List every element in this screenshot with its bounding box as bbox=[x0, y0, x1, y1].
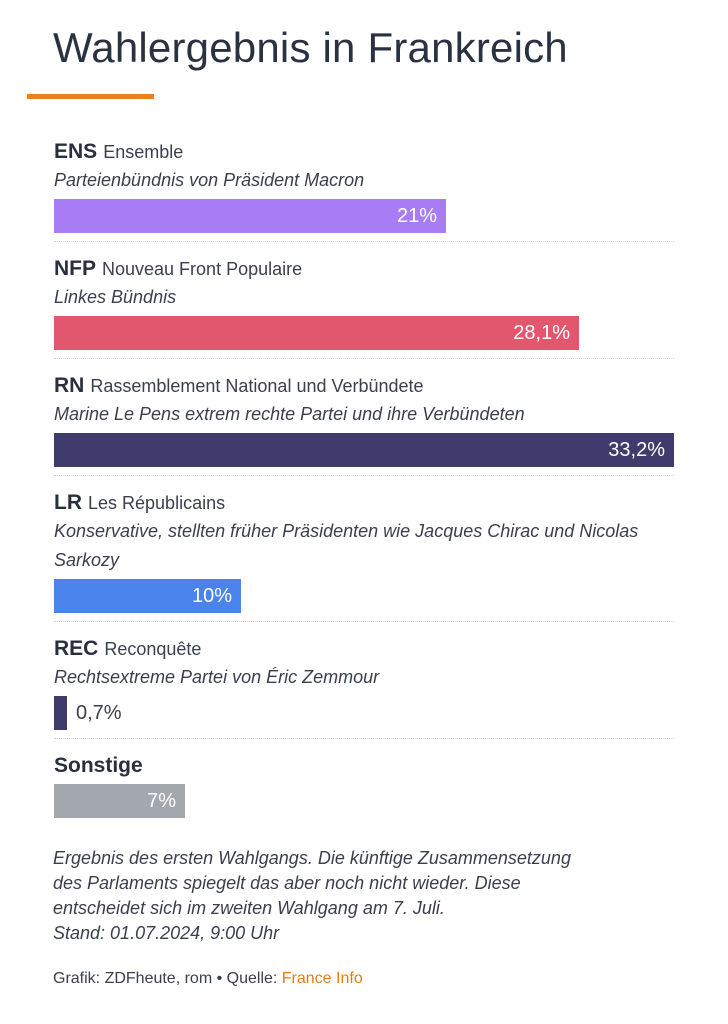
title-accent-rule bbox=[27, 94, 154, 99]
party-name: Ensemble bbox=[103, 142, 184, 162]
bar-track: 7% bbox=[54, 784, 674, 818]
party-description: Linkes Bündnis bbox=[54, 287, 177, 307]
note-line: entscheidet sich im zweiten Wahlgang am … bbox=[53, 898, 445, 918]
bar-rn bbox=[54, 433, 674, 467]
bar-value-label: 21% bbox=[396, 205, 437, 227]
party-abbreviation: LR bbox=[54, 491, 82, 514]
party-row-sonstige: Sonstige 7% bbox=[54, 752, 674, 818]
row-divider bbox=[54, 358, 674, 360]
bar-value-label: 28,1% bbox=[513, 322, 570, 344]
row-divider bbox=[54, 738, 674, 740]
party-heading: ENS Ensemble bbox=[54, 138, 674, 166]
bar-track: 28,1% bbox=[54, 316, 674, 350]
party-abbreviation: RN bbox=[54, 374, 85, 397]
bar-chart: ENS Ensemble Parteienbündnis von Präsident… bbox=[54, 138, 674, 818]
bar-track: 10% bbox=[54, 579, 674, 613]
note-line: Ergebnis des ersten Wahlgangs. Die künft… bbox=[53, 848, 571, 868]
party-name: Les Républicains bbox=[88, 493, 226, 513]
bar-value-label: 33,2% bbox=[608, 439, 665, 461]
bar-lr bbox=[54, 579, 241, 613]
party-description: Konservative, stellten früher Präsidente… bbox=[54, 521, 639, 570]
party-row-rec: REC Reconquête Rechtsextreme Partei von Ér… bbox=[54, 635, 674, 740]
party-row-lr: LR Les Républicains Konservative, stellten… bbox=[54, 489, 674, 623]
party-row-nfp: NFP Nouveau Front Populaire Linkes Bündnis… bbox=[54, 255, 674, 360]
chart-note: Ergebnis des ersten Wahlgangs. Die künft… bbox=[53, 846, 683, 946]
party-description: Marine Le Pens extrem rechte Partei und … bbox=[54, 404, 525, 424]
party-name: Reconquête bbox=[104, 639, 202, 659]
chart-title: Wahlergebnis in Frankreich bbox=[53, 24, 568, 71]
party-abbreviation: ENS bbox=[54, 140, 98, 163]
party-description: Parteienbündnis von Präsident Macron bbox=[54, 170, 365, 190]
bar-value-label: 0,7% bbox=[76, 702, 122, 724]
bar-nfp bbox=[54, 316, 579, 350]
bar-track: 33,2% bbox=[54, 433, 674, 467]
party-row-ens: ENS Ensemble Parteienbündnis von Präsident… bbox=[54, 138, 674, 243]
credit-line: Grafik: ZDFheute, rom • Quelle: France I… bbox=[53, 970, 363, 988]
party-abbreviation: Sonstige bbox=[54, 754, 143, 777]
row-divider bbox=[54, 241, 674, 243]
note-date: Stand: 01.07.2024, 9:00 Uhr bbox=[53, 923, 280, 943]
bar-rec bbox=[54, 696, 67, 730]
bar-track: 0,7% bbox=[54, 696, 674, 730]
party-heading: REC Reconquête bbox=[54, 635, 674, 663]
party-row-rn: RN Rassemblement National und Verbündete M… bbox=[54, 372, 674, 477]
bar-sonstige bbox=[54, 784, 185, 818]
party-name: Rassemblement National und Verbündete bbox=[90, 376, 424, 396]
party-heading: RN Rassemblement National und Verbündete bbox=[54, 372, 674, 400]
bar-ens bbox=[54, 199, 446, 233]
party-heading: Sonstige bbox=[54, 752, 674, 780]
party-heading: LR Les Républicains bbox=[54, 489, 674, 517]
party-name: Nouveau Front Populaire bbox=[102, 259, 303, 279]
party-abbreviation: NFP bbox=[54, 257, 96, 280]
source-link[interactable]: France Info bbox=[281, 970, 363, 987]
bar-value-label: 10% bbox=[191, 585, 232, 607]
note-line: des Parlaments spiegelt das aber noch ni… bbox=[53, 873, 521, 893]
bar-value-label: 7% bbox=[147, 790, 176, 812]
row-divider bbox=[54, 475, 674, 477]
bar-track: 21% bbox=[54, 199, 674, 233]
party-description: Rechtsextreme Partei von Éric Zemmour bbox=[54, 667, 380, 687]
party-heading: NFP Nouveau Front Populaire bbox=[54, 255, 674, 283]
party-abbreviation: REC bbox=[54, 637, 99, 660]
credit-text: Grafik: ZDFheute, rom • Quelle: bbox=[53, 970, 282, 987]
row-divider bbox=[54, 621, 674, 623]
